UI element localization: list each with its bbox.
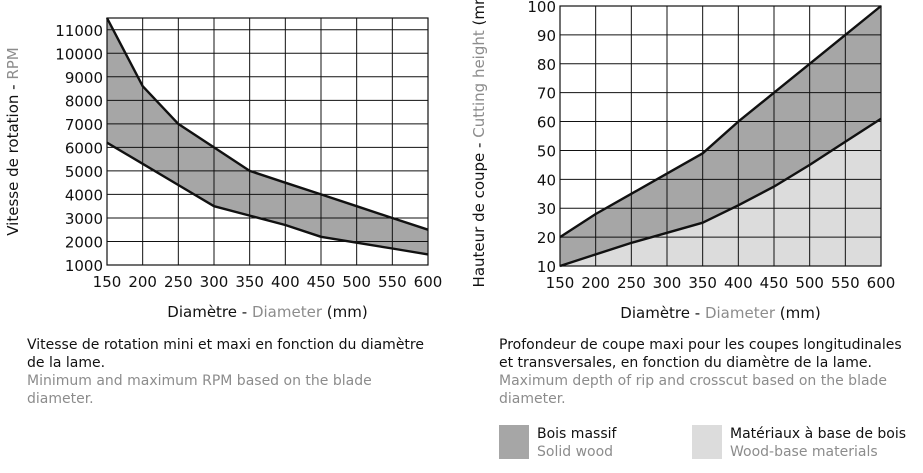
legend-label-solid-wood-en: Solid wood [537,444,614,460]
max-rpm-line [105,17,429,231]
y-tick-label: 8000 [65,92,103,110]
legend-swatch-wood-base [692,425,722,459]
x-tick-label: 300 [200,273,229,291]
legend-label-wood-base-fr: Matériaux à base de bois [730,426,907,442]
cutting-caption-english: Maximum depth of rip and crosscut based … [499,373,888,407]
legend-solid-wood: Bois massif Solid wood [499,425,616,461]
y-tick-label: 10000 [55,45,103,63]
y-tick-label: 20 [537,229,556,247]
wood-base-materials-line [559,117,882,268]
wood-base-materials-area [560,118,881,266]
x-tick-label: 450 [307,273,336,291]
y-tick-label: 3000 [65,210,103,228]
cutting-height-chart-caption: Profondeur de coupe maxi pour les coupes… [499,336,919,408]
y-tick-label: 7000 [65,116,103,134]
y-tick-label: 1000 [65,257,103,275]
rpm-caption-english: Minimum and maximum RPM based on the bla… [27,373,372,407]
x-tick-label: 400 [271,273,300,291]
x-axis-label-french: Diamètre - [620,304,705,322]
solid-wood-line [559,5,882,239]
y-tick-label: 80 [537,56,556,74]
solid-wood-area [560,6,881,266]
x-tick-label: 250 [617,274,646,292]
y-tick-label: 9000 [65,69,103,87]
x-tick-label: 500 [342,273,371,291]
y-tick-label: 6000 [65,139,103,157]
plot-frame [559,5,882,267]
x-axis-label: Diamètre - Diameter (mm) [620,304,820,322]
y-tick-label: 10 [537,258,556,276]
rpm-chart-caption: Vitesse de rotation mini et maxi en fonc… [27,336,427,408]
x-axis-label: Diamètre - Diameter (mm) [167,303,367,321]
x-tick-label: 250 [164,273,193,291]
y-axis-label-french: Vitesse de rotation - [4,80,22,236]
x-axis-label-french: Diamètre - [167,303,252,321]
y-tick-label: 40 [537,171,556,189]
y-tick-label: 2000 [65,233,103,251]
x-tick-label: 150 [546,274,575,292]
y-axis-label-english: Cutting height [470,30,488,138]
x-tick-label: 550 [831,274,860,292]
y-tick-label: 30 [537,200,556,218]
legend-wood-base: Matériaux à base de bois Wood-base mater… [692,425,906,461]
x-axis-label-english: Diameter [252,303,323,321]
x-tick-label: 550 [378,273,407,291]
y-axis-label: Hauteur de coupe - Cutting height (mm) [470,0,488,287]
y-tick-label: 70 [537,85,556,103]
y-tick-label: 4000 [65,186,103,204]
x-tick-label: 200 [128,273,157,291]
cutting-height-chart: 150 200 250 300 350 400 450 500 550 600 10 20 30 40 50… [470,0,896,322]
x-tick-label: 400 [724,274,753,292]
x-tick-label: 600 [867,274,896,292]
legend-label-solid-wood-fr: Bois massif [537,426,617,442]
x-tick-label: 600 [414,273,443,291]
x-tick-label: 350 [235,273,264,291]
cutting-caption-french: Profondeur de coupe maxi pour les coupes… [499,337,902,371]
x-tick-label: 350 [688,274,717,292]
x-axis-label-unit: (mm) [322,303,368,321]
y-tick-label: 11000 [55,22,103,40]
y-tick-label: 5000 [65,163,103,181]
x-axis-label-english: Diameter [705,304,776,322]
rpm-caption-french: Vitesse de rotation mini et maxi en fonc… [27,337,424,371]
y-tick-label: 100 [527,0,556,16]
legend-label-wood-base-en: Wood-base materials [730,444,878,460]
x-tick-label: 500 [795,274,824,292]
legend-swatch-solid-wood [499,425,529,459]
x-tick-label: 450 [760,274,789,292]
rpm-range-area [107,18,428,255]
min-rpm-line [106,141,429,256]
plot-frame [106,17,429,266]
y-tick-label: 90 [537,27,556,45]
rpm-chart: 150 200 250 300 350 400 450 500 550 600 1000 2000 30… [4,17,443,321]
y-axis-label: Vitesse de rotation - RPM [4,47,22,236]
y-axis-label-english: RPM [4,47,22,79]
y-axis-label-french: Hauteur de coupe - [470,138,488,288]
x-tick-label: 150 [93,273,122,291]
x-tick-label: 200 [581,274,610,292]
y-tick-label: 60 [537,114,556,132]
y-tick-label: 50 [537,142,556,160]
x-axis-label-unit: (mm) [775,304,821,322]
x-tick-label: 300 [653,274,682,292]
y-axis-label-unit: (mm) [470,0,488,30]
